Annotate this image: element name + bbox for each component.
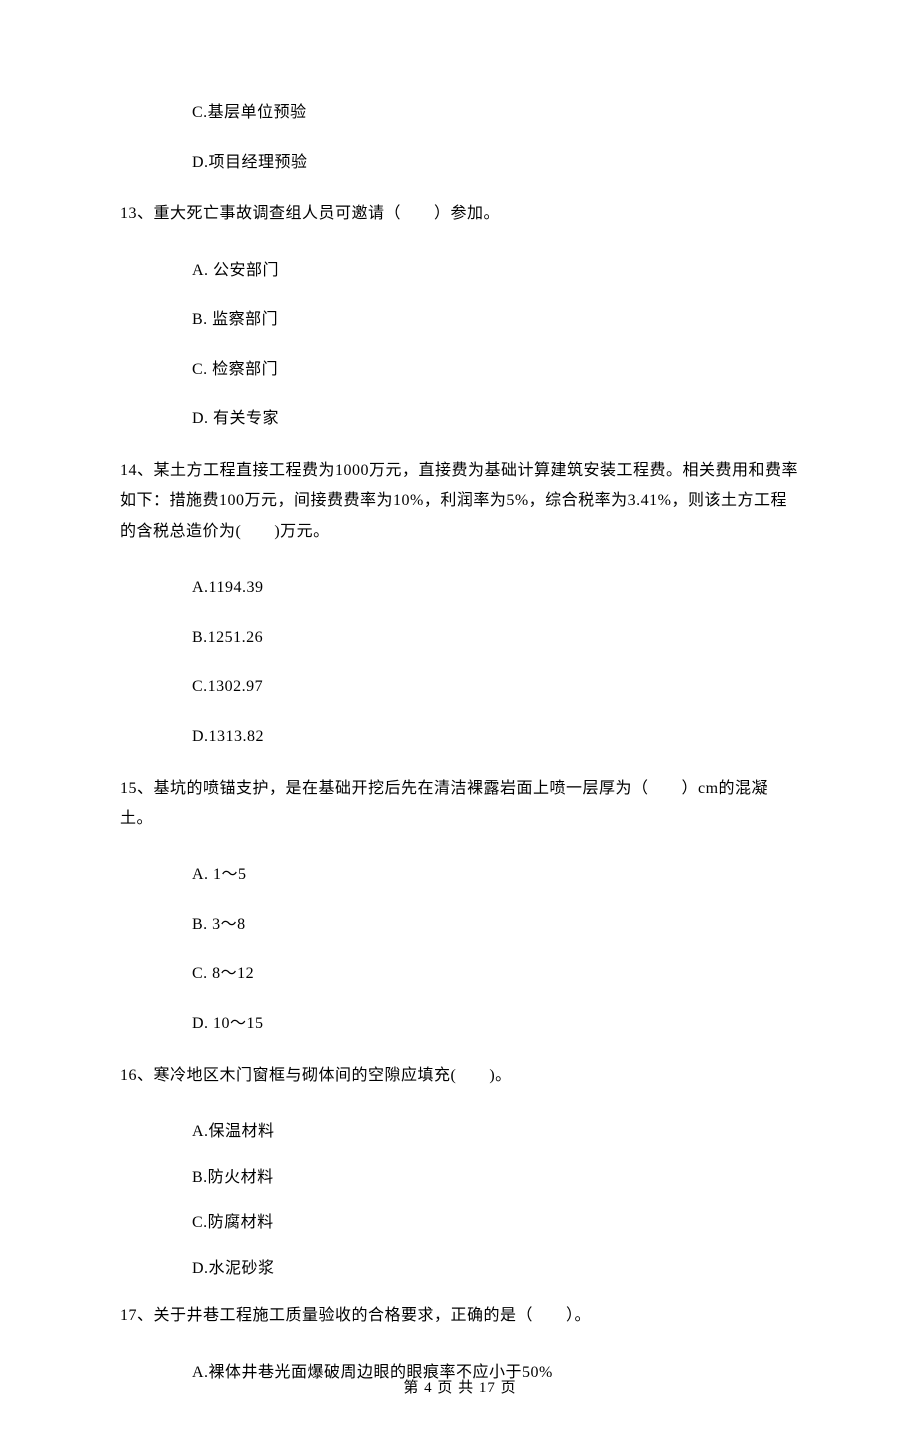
q15-option-d: D. 10～15 — [192, 1011, 800, 1037]
q16-option-b: B.防火材料 — [192, 1165, 800, 1191]
q14-option-a: A.1194.39 — [192, 575, 800, 601]
q13-option-c: C. 检察部门 — [192, 357, 800, 383]
page-footer: 第 4 页 共 17 页 — [0, 1376, 920, 1397]
q13-option-d: D. 有关专家 — [192, 406, 800, 432]
q17-stem: 17、关于井巷工程施工质量验收的合格要求，正确的是（ ）。 — [120, 1301, 800, 1331]
q15-stem: 15、基坑的喷锚支护，是在基础开挖后先在清洁裸露岩面上喷一层厚为（ ）cm的混凝… — [120, 774, 800, 835]
q14-option-b: B.1251.26 — [192, 625, 800, 651]
prev-option-d: D.项目经理预验 — [192, 150, 800, 176]
q14-stem: 14、某土方工程直接工程费为1000万元，直接费为基础计算建筑安装工程费。相关费… — [120, 456, 800, 547]
q13-stem: 13、重大死亡事故调查组人员可邀请（ ）参加。 — [120, 199, 800, 229]
q15-option-c: C. 8～12 — [192, 961, 800, 987]
q14-option-c: C.1302.97 — [192, 674, 800, 700]
q16-option-c: C.防腐材料 — [192, 1210, 800, 1236]
q15-option-a: A. 1～5 — [192, 862, 800, 888]
q15-option-b: B. 3～8 — [192, 912, 800, 938]
q16-stem: 16、寒冷地区木门窗框与砌体间的空隙应填充( )。 — [120, 1061, 800, 1091]
q16-option-d: D.水泥砂浆 — [192, 1256, 800, 1282]
q13-option-a: A. 公安部门 — [192, 258, 800, 284]
prev-option-c: C.基层单位预验 — [192, 100, 800, 126]
document-page: C.基层单位预验 D.项目经理预验 13、重大死亡事故调查组人员可邀请（ ）参加… — [0, 0, 920, 1429]
q16-option-a: A.保温材料 — [192, 1119, 800, 1145]
q13-option-b: B. 监察部门 — [192, 307, 800, 333]
q14-option-d: D.1313.82 — [192, 724, 800, 750]
